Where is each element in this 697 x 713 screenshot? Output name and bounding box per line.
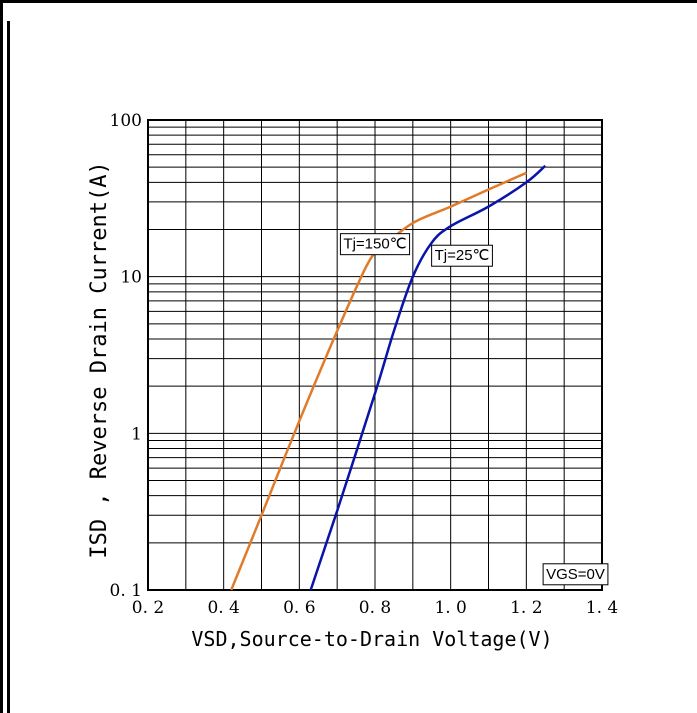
x-tick-label: 0. 4 bbox=[207, 598, 239, 618]
x-tick-label: 1. 4 bbox=[586, 598, 618, 618]
annotation-vgs-group: VGS=0V bbox=[542, 563, 609, 586]
annotation-tj-150c-box bbox=[339, 233, 411, 256]
x-tick-label: 1. 2 bbox=[510, 598, 542, 618]
x-tick-label: 1. 0 bbox=[434, 598, 466, 618]
annotation-tj-25c: Tj=25℃ bbox=[435, 247, 490, 264]
x-tick-label: 0. 8 bbox=[359, 598, 391, 618]
y-tick-label: 100 bbox=[110, 111, 142, 131]
grid-layer bbox=[147, 119, 603, 591]
series-layer bbox=[230, 164, 547, 591]
annotation-tj-25c-box bbox=[431, 244, 493, 267]
annotation-tj-150c: Tj=150℃ bbox=[343, 236, 406, 253]
annotation-vgs: VGS=0V bbox=[546, 566, 605, 583]
tick-label-layer: 0. 2 0. 4 0. 6 0. 8 1. 0 1. 2 1. 4 0. 1 1 10 100 bbox=[110, 111, 619, 618]
plot-border bbox=[147, 119, 603, 591]
y-tick-label: 10 bbox=[120, 268, 142, 288]
x-tick-label: 0. 6 bbox=[283, 598, 315, 618]
x-axis-label: VSD,Source-to-Drain Voltage(V) bbox=[191, 627, 552, 651]
y-tick-label: 1 bbox=[131, 424, 142, 444]
annotation-tj-25c-group: Tj=25℃ bbox=[431, 244, 493, 267]
annotation-layer: Tj=150℃ Tj=25℃ VGS=0V bbox=[339, 233, 609, 586]
y-tick-label: 0. 1 bbox=[110, 581, 142, 601]
annotation-vgs-box bbox=[542, 563, 609, 586]
series-line-tj-150c bbox=[230, 171, 527, 591]
x-tick-label: 0. 2 bbox=[132, 598, 164, 618]
y-axis-label: ISD , Reverse Drain Current(A) bbox=[87, 161, 112, 558]
annotation-tj-150c-group: Tj=150℃ bbox=[339, 233, 411, 256]
series-line-tj-25c bbox=[309, 164, 547, 591]
